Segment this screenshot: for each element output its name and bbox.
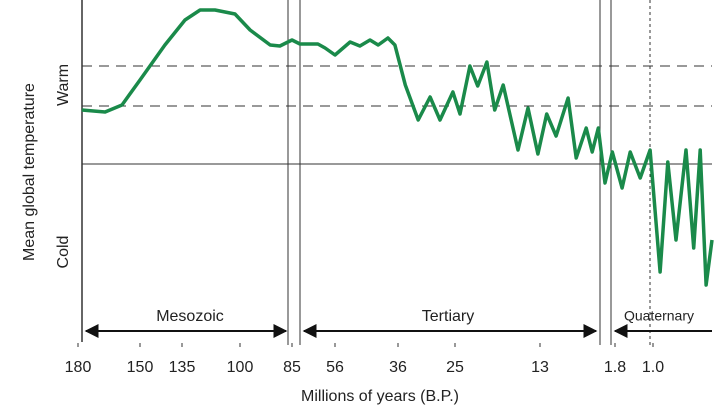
- era-label: Quaternary: [624, 308, 694, 324]
- era-label: Tertiary: [422, 308, 474, 325]
- x-tick-label: 135: [169, 359, 196, 376]
- x-tick-label: 36: [389, 359, 407, 376]
- y-annotation: Warm: [55, 64, 72, 106]
- y-label: Mean global temperature: [21, 83, 38, 261]
- x-tick-label: 56: [326, 359, 344, 376]
- frame: [81, 0, 712, 345]
- x-tick-label: 1.0: [642, 359, 664, 376]
- x-tick-label: 100: [227, 359, 254, 376]
- x-tick-label: 25: [446, 359, 464, 376]
- temperature-line: [81, 8, 714, 287]
- x-tick-label: 150: [127, 359, 154, 376]
- x-tick-label: 13: [531, 359, 549, 376]
- x-tick-label: 1.8: [604, 359, 626, 376]
- era-label: Mesozoic: [156, 308, 224, 325]
- y-annotation: Cold: [55, 236, 72, 269]
- x-tick-label: 85: [283, 359, 301, 376]
- x-tick-label: 180: [65, 359, 92, 376]
- x-label: Millions of years (B.P.): [301, 388, 459, 405]
